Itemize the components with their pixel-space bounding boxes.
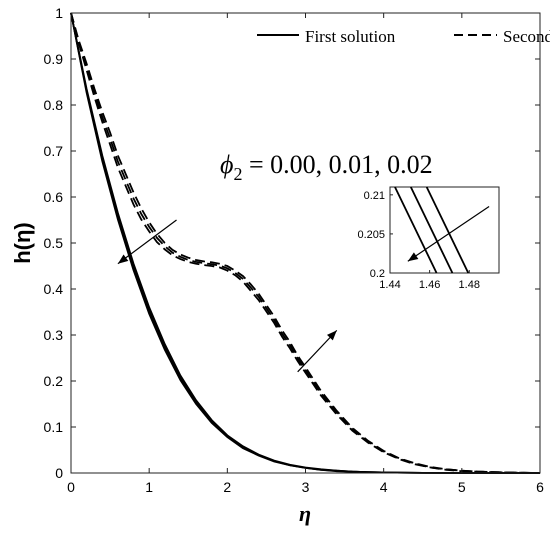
direction-arrow-head-1 (117, 254, 129, 264)
phi-values: = 0.00, 0.01, 0.02 (242, 150, 432, 179)
inset-x-tick-label: 1.44 (379, 279, 400, 291)
inset-y-tick-label: 0.2 (370, 268, 385, 280)
x-tick-label: 1 (145, 479, 153, 495)
direction-arrow-3 (407, 206, 490, 262)
direction-arrow-head-3 (407, 252, 419, 262)
x-axis-title: η (299, 501, 311, 526)
inset-x-tick-label: 1.46 (419, 279, 440, 291)
y-tick-label: 0.3 (44, 327, 64, 343)
inset-series-line-2 (409, 186, 454, 274)
legend-label-first-solution: First solution (305, 27, 396, 46)
legend-label-second-solution: Second solution (503, 27, 550, 46)
y-tick-label: 0.5 (44, 235, 64, 251)
inset-series-line-1 (394, 186, 438, 274)
series-line-6 (70, 12, 541, 474)
direction-arrow-head-2 (326, 330, 337, 341)
axes-layer: 0 1 2 3 4 5 6 0 0.1 0.2 0.3 0.4 0.5 0.6 0.7 0.8 0.9 1 (44, 5, 545, 495)
legend: First solution Second solution (257, 27, 550, 46)
x-tick-label: 2 (223, 479, 231, 495)
y-tick-label: 0.9 (44, 51, 64, 67)
x-tick-label: 3 (302, 479, 310, 495)
y-tick-label: 1 (55, 5, 63, 21)
x-tick-label: 5 (458, 479, 466, 495)
direction-arrow-1 (117, 219, 177, 265)
y-tick-label: 0.4 (44, 281, 64, 297)
inset-frame (389, 186, 500, 274)
y-tick-label: 0.7 (44, 143, 64, 159)
inset-x-tick-label: 1.48 (459, 279, 480, 291)
x-tick-label: 6 (536, 479, 544, 495)
y-tick-label: 0.1 (44, 419, 64, 435)
y-tick-label: 0.8 (44, 97, 64, 113)
x-tick-label: 4 (380, 479, 388, 495)
x-tick-label: 0 (67, 479, 75, 495)
phi-symbol: ϕ (220, 150, 233, 179)
inset-chart: 1.44 1.46 1.48 0.2 0.205 0.21 (357, 186, 500, 291)
y-tick-label: 0.2 (44, 373, 64, 389)
inset-y-tick-label: 0.21 (364, 190, 385, 202)
inset-y-tick-label: 0.205 (357, 229, 385, 241)
phi-annotation: ϕ2 = 0.00, 0.01, 0.02 (220, 150, 433, 184)
y-axis-title: h(η) (10, 222, 35, 264)
inset-series-line-3 (425, 186, 470, 274)
y-tick-label: 0.6 (44, 189, 64, 205)
arrow-layer (117, 219, 338, 373)
y-tick-label: 0 (55, 465, 63, 481)
phi-subscript: 2 (233, 164, 242, 184)
